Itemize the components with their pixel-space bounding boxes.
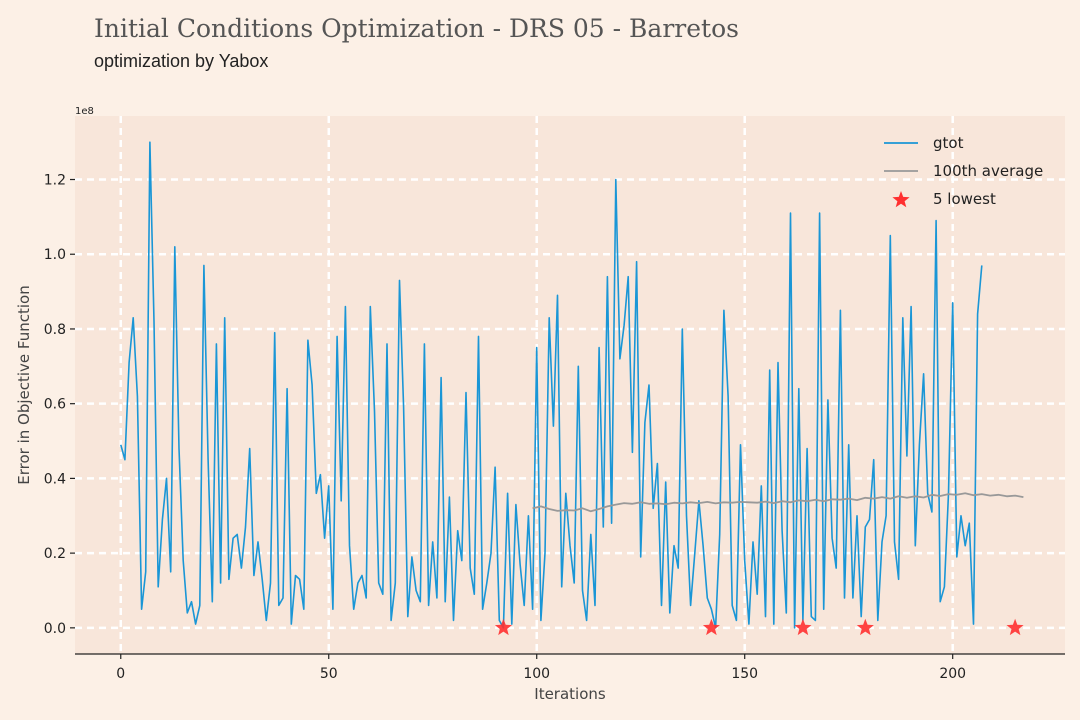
y-tick-label: 0.4	[44, 471, 66, 487]
y-axis-label: Error in Objective Function	[15, 285, 33, 484]
plot-area	[75, 116, 1065, 654]
y-tick-label: 1.2	[44, 173, 66, 189]
x-tick-label: 150	[731, 666, 758, 682]
chart-title: Initial Conditions Optimization - DRS 05…	[94, 14, 739, 43]
series-line-gtot	[120, 141, 983, 629]
y-tick-label: 1.0	[44, 247, 66, 263]
x-tick-label: 100	[523, 666, 550, 682]
y-tick-label: 0.8	[44, 322, 66, 338]
lowest-point-marker	[856, 618, 874, 636]
axes: 0 50 100 150 200 0.0 0.2 0.4 0.6 0.8 1.0 1.2	[44, 173, 1065, 682]
legend-label-lowest: 5 lowest	[933, 190, 996, 208]
y-offset-label: 1e8	[75, 106, 94, 117]
y-tick-label: 0.6	[44, 397, 66, 413]
y-tick-label: 0.2	[44, 546, 66, 562]
x-tick-label: 0	[116, 666, 125, 682]
marker-layer	[494, 618, 1024, 636]
x-tick-label: 50	[320, 666, 338, 682]
lowest-point-marker	[1006, 618, 1024, 636]
legend: gtot 100th average 5 lowest	[884, 134, 1043, 208]
legend-label-gtot: gtot	[933, 134, 964, 152]
x-tick-label: 200	[939, 666, 966, 682]
lowest-point-marker	[702, 618, 720, 636]
series-layer	[120, 141, 1024, 629]
lowest-point-marker	[794, 618, 812, 636]
chart-subtitle: optimization by Yabox	[94, 51, 269, 71]
lowest-point-marker	[494, 618, 512, 636]
y-tick-label: 0.0	[44, 621, 66, 637]
legend-label-average: 100th average	[933, 162, 1043, 180]
series-line-average	[532, 492, 1024, 513]
x-axis-label: Iterations	[534, 685, 606, 703]
legend-swatch-lowest	[892, 191, 910, 208]
